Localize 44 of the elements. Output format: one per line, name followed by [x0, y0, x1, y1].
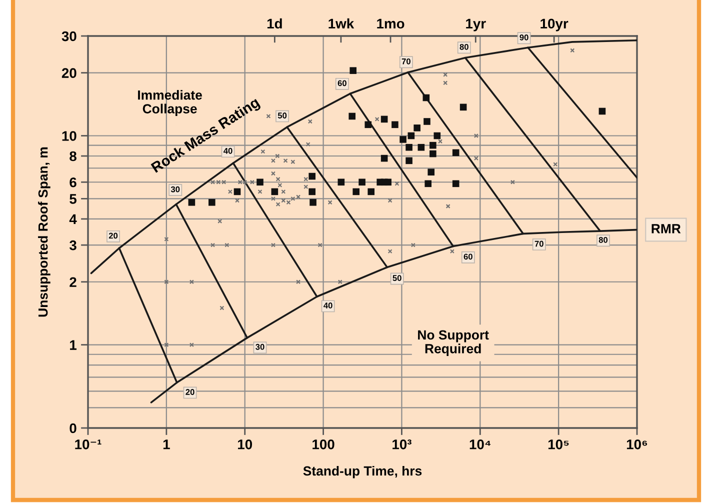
annotation: 30 [256, 344, 264, 350]
annotation: 50 [392, 275, 402, 281]
ref-line-label: 1wk [328, 18, 354, 28]
ref-line-label: 1mo [377, 18, 404, 29]
x-tick-label: 10⁴ [470, 439, 491, 450]
y-tick-label: 8 [70, 151, 76, 162]
y-tick-label: 10 [62, 131, 76, 141]
x-tick-label: 1 [163, 440, 170, 450]
x-tick-label: 10⁶ [626, 439, 648, 450]
annotation: 70 [534, 240, 544, 247]
y-tick-label: 30 [62, 31, 76, 42]
x-tick-label: 10 [238, 439, 252, 450]
ref-line-label: 1d [267, 18, 282, 29]
annotation: 90 [520, 34, 528, 40]
y-tick-label: 2 [70, 277, 76, 287]
y-tick-label: 3 [69, 240, 76, 250]
annotation: 80 [460, 44, 468, 50]
annotation: Immediate Collapse [138, 90, 202, 116]
annotation: 50 [278, 112, 287, 118]
annotation: RMR [652, 224, 681, 234]
y-axis-title: Unsupported Roof Span, m [38, 147, 50, 317]
ref-line-label: 1yr [466, 18, 486, 32]
ref-line-label: 10yr [540, 18, 568, 32]
annotation: 60 [464, 254, 472, 260]
annotation: 80 [598, 236, 608, 243]
annotation: 20 [108, 232, 118, 239]
annotation: 60 [338, 80, 346, 86]
annotation: 20 [186, 389, 194, 395]
y-tick-label: 6 [70, 177, 76, 188]
annotation: No Support Required [418, 330, 489, 356]
y-tick-label: 20 [62, 68, 76, 78]
y-tick-label: 4 [69, 214, 77, 224]
x-tick-label: 10³ [392, 439, 412, 450]
annotation: 30 [170, 186, 180, 192]
annotation: 40 [224, 148, 232, 154]
x-tick-label: 100 [312, 439, 334, 450]
annotation: 70 [402, 58, 410, 64]
x-tick-label: 10⁵ [548, 439, 569, 450]
x-tick-label: 10⁻¹ [75, 439, 102, 450]
annotation: 40 [324, 302, 332, 308]
y-tick-label: 1 [70, 340, 77, 350]
y-tick-label: 5 [70, 194, 77, 204]
y-tick-label: 0 [70, 423, 76, 434]
x-axis-title: Stand-up Time, hrs [303, 466, 422, 478]
